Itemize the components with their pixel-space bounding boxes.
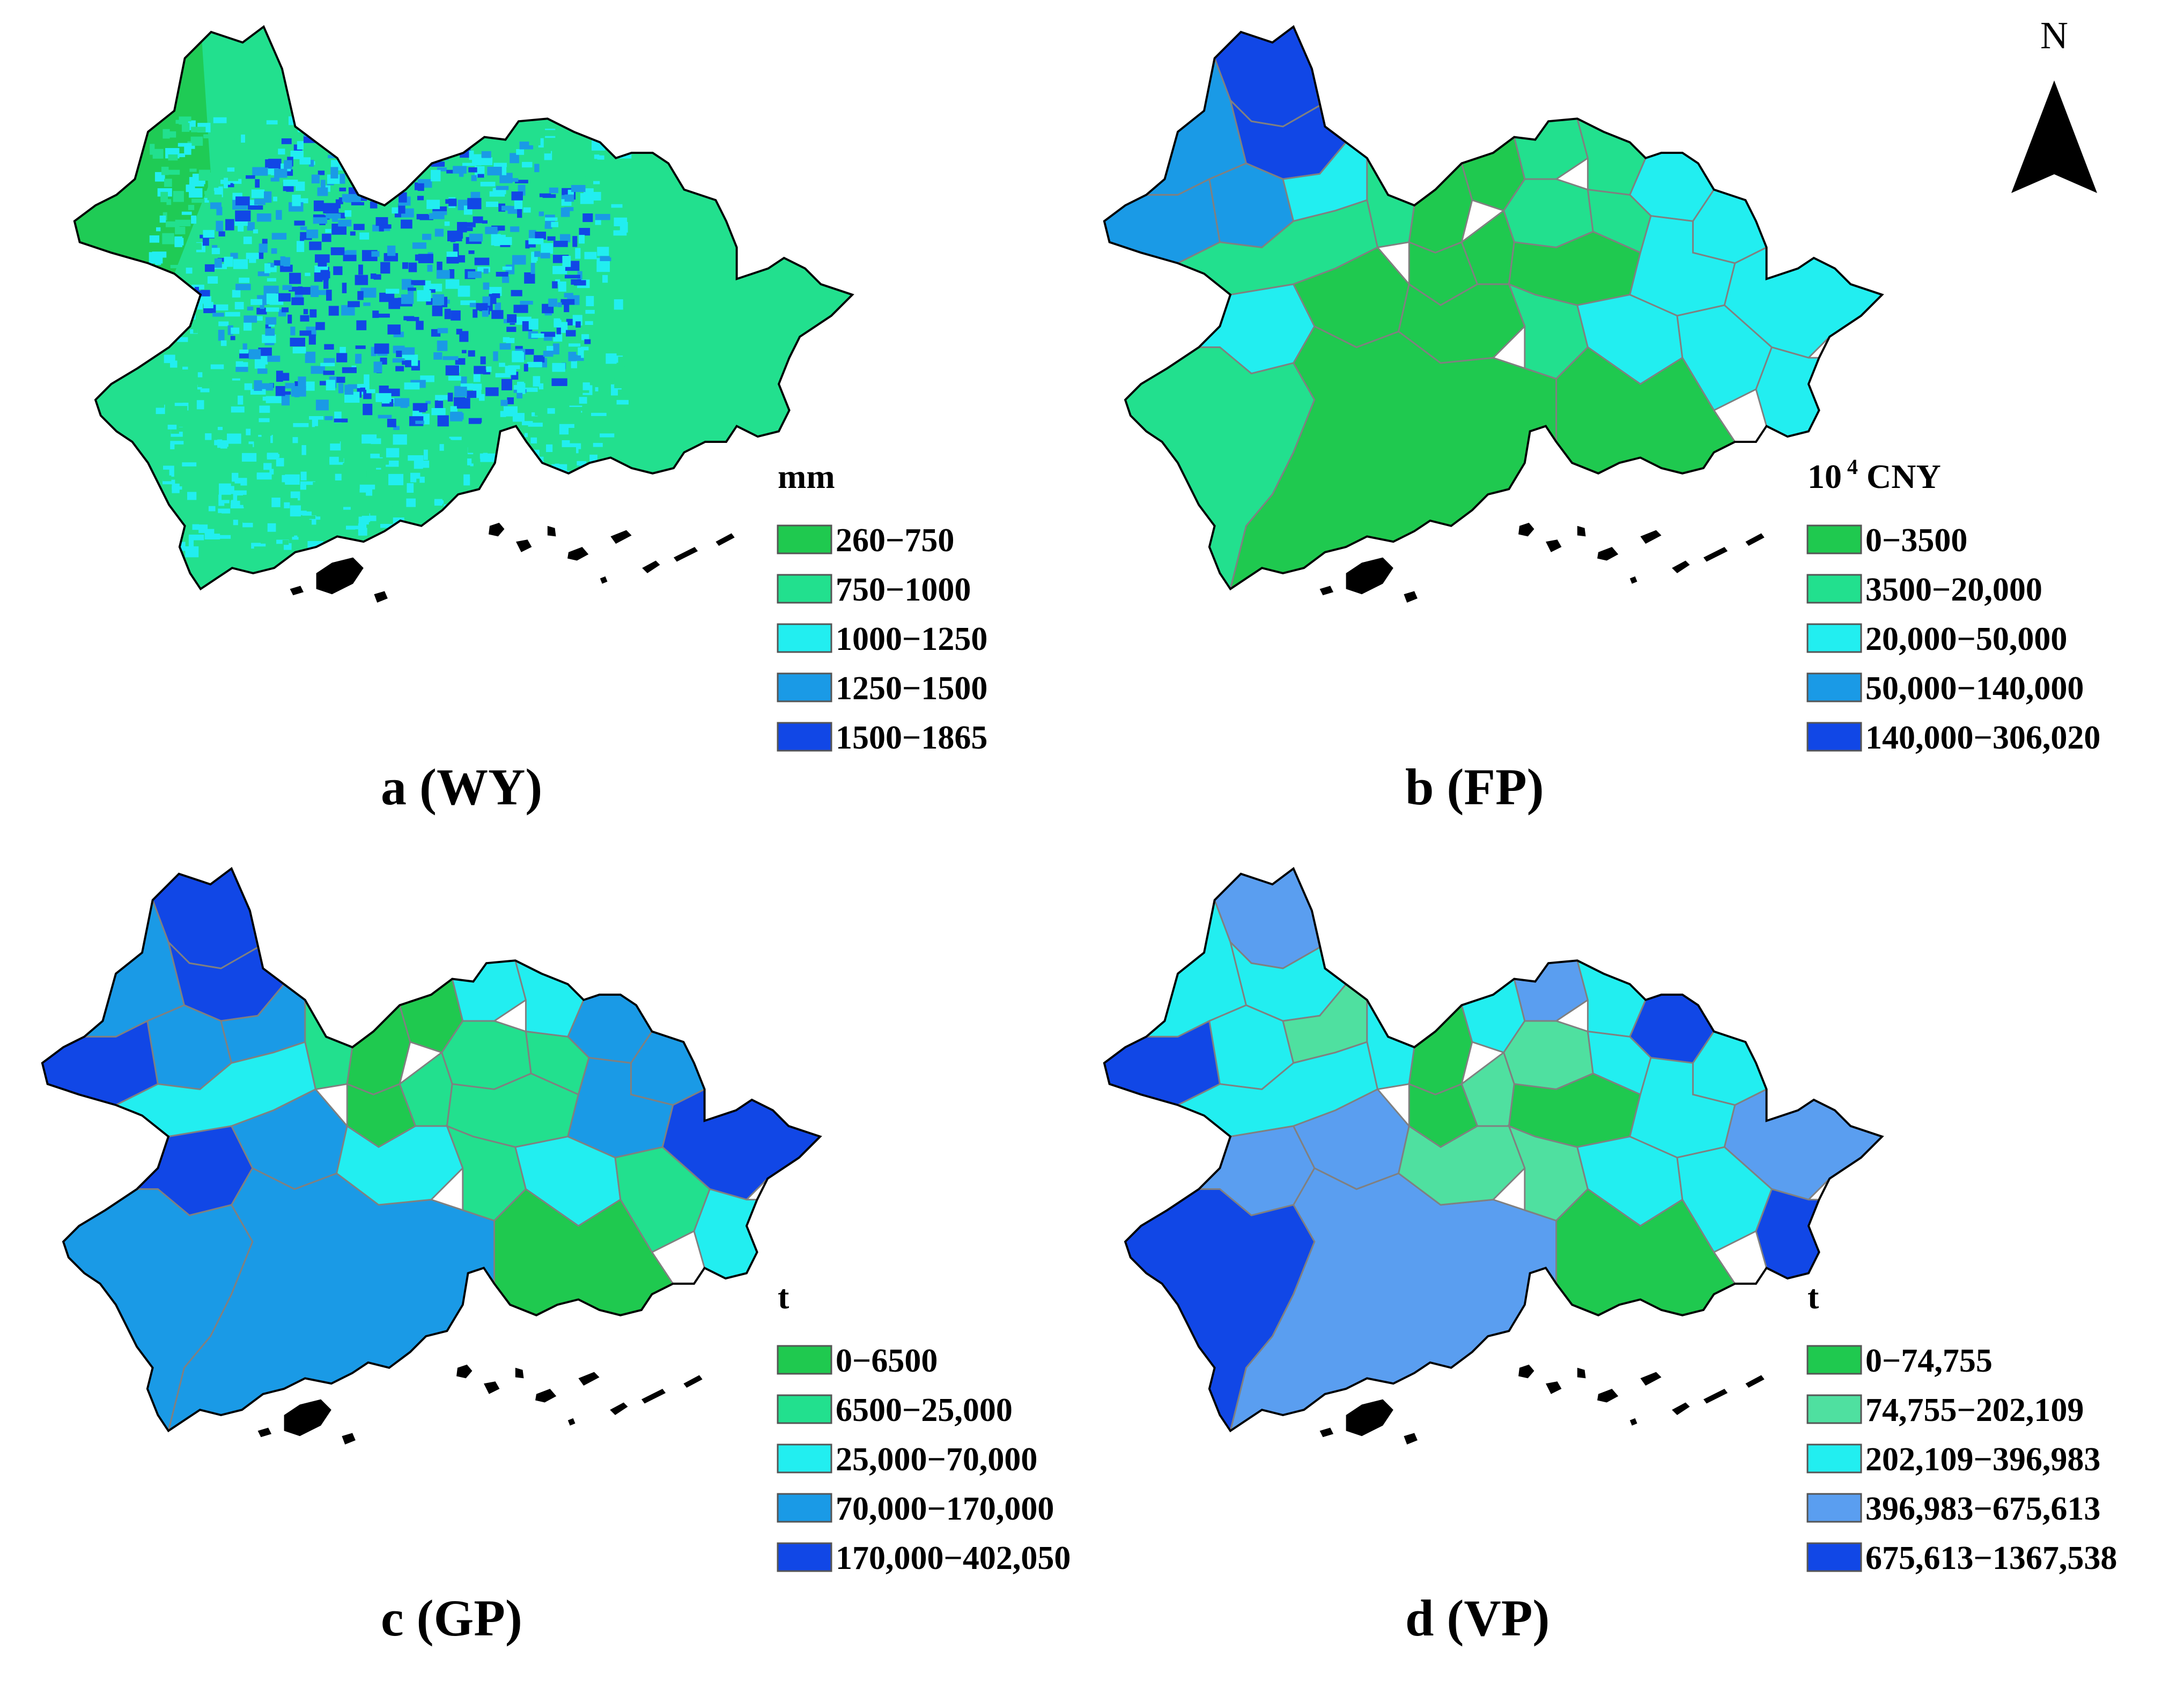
legend-swatch	[1806, 1493, 1862, 1523]
legend-swatch	[1806, 1345, 1862, 1375]
legend-title: t	[1807, 1278, 1819, 1316]
legend-label: 202,109−396,983	[1865, 1441, 2100, 1478]
legend-d: t 0−74,755 74,755−202,109 202,109−396,983 39…	[1806, 1278, 2117, 1576]
legend-swatch	[1806, 1542, 1862, 1572]
legend-swatch	[777, 623, 832, 653]
legend-swatch	[1806, 524, 1862, 554]
north-arrow-icon: N	[2011, 14, 2097, 193]
legend-swatch	[1806, 574, 1862, 604]
map-panel-c	[41, 867, 822, 1445]
district-polygon	[1513, 117, 1589, 180]
legend-label: 750−1000	[836, 572, 971, 608]
grain-production-map	[41, 867, 822, 1445]
legend-swatch	[777, 1493, 832, 1523]
legend-swatch	[777, 672, 832, 702]
legend-label: 1250−1500	[836, 670, 987, 707]
caption-b: b (FP)	[1405, 758, 1544, 816]
district-polygon	[1408, 161, 1473, 254]
legend-label: 140,000−306,020	[1865, 720, 2100, 756]
legend-swatch	[777, 722, 832, 752]
map-panel-b	[1103, 25, 1884, 603]
legend-label: 20,000−50,000	[1865, 621, 2067, 657]
legend-label: 260−750	[836, 522, 954, 559]
legend-swatch	[1806, 623, 1862, 653]
food-production-map	[1103, 25, 1884, 603]
legend-c: t 0−6500 6500−25,000 25,000−70,000 70,000−17…	[777, 1278, 1071, 1576]
legend-b: 10 4 CNY 0−3500 3500−20,000 20,000−50,000 50…	[1806, 455, 2100, 756]
legend-swatch	[777, 1542, 832, 1572]
north-label: N	[2040, 14, 2068, 57]
water-yield-map	[73, 25, 854, 603]
map-panel-d	[1103, 867, 1884, 1445]
district-polygon	[346, 1003, 411, 1095]
legend-swatch	[1806, 1443, 1862, 1474]
legend-swatch	[777, 524, 832, 554]
legend-title: 10 4 CNY	[1807, 455, 1941, 495]
legend-swatch	[777, 1443, 832, 1474]
district-polygon	[451, 959, 527, 1022]
legend-title: t	[778, 1278, 790, 1316]
legend-label: 1000−1250	[836, 621, 987, 657]
legend-label: 675,613−1367,538	[1865, 1540, 2117, 1576]
caption-c: c (GP)	[381, 1589, 522, 1647]
legend-label: 0−3500	[1865, 522, 1967, 559]
vegetable-production-map	[1103, 867, 1884, 1445]
legend-label: 0−6500	[836, 1343, 938, 1379]
legend-label: 25,000−70,000	[836, 1441, 1037, 1478]
legend-swatch	[777, 1345, 832, 1375]
legend-label: 170,000−402,050	[836, 1540, 1071, 1576]
legend-label: 1500−1865	[836, 720, 987, 756]
map-panel-a	[73, 25, 854, 603]
legend-label: 50,000−140,000	[1865, 670, 2084, 707]
legend-label: 70,000−170,000	[836, 1491, 1054, 1527]
legend-swatch	[777, 574, 832, 604]
caption-a: a (WY)	[381, 758, 542, 816]
legend-swatch	[1806, 722, 1862, 752]
legend-swatch	[777, 1394, 832, 1424]
legend-title: mm	[778, 457, 835, 495]
legend-swatch	[1806, 1394, 1862, 1424]
caption-d: d (VP)	[1405, 1589, 1550, 1647]
legend-label: 0−74,755	[1865, 1343, 1993, 1379]
legend-label: 74,755−202,109	[1865, 1392, 2084, 1428]
legend-label: 6500−25,000	[836, 1392, 1013, 1428]
district-polygon	[1408, 1003, 1473, 1095]
legend-swatch	[1806, 672, 1862, 702]
legend-label: 3500−20,000	[1865, 572, 2042, 608]
legend-label: 396,983−675,613	[1865, 1491, 2100, 1527]
district-polygon	[1513, 959, 1589, 1022]
